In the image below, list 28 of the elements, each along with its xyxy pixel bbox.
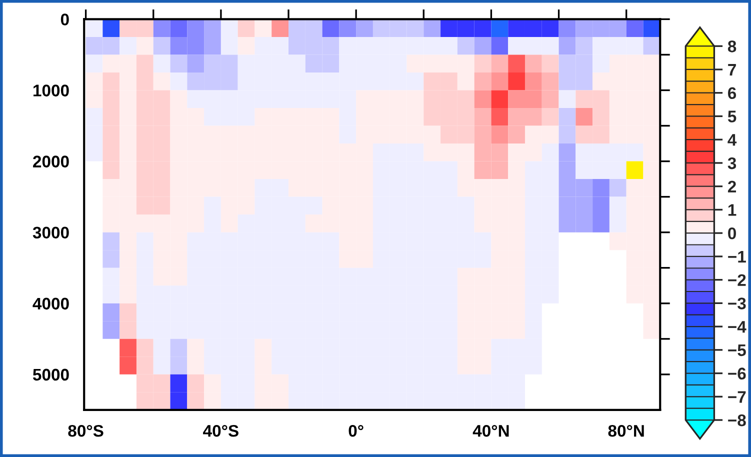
color-bar-label: −3 <box>728 298 746 310</box>
color-bar-label: 5 <box>728 110 736 122</box>
color-bar-label: 4 <box>728 134 737 146</box>
color-bar-label: 8 <box>728 40 736 52</box>
x-tick-label: 80°S <box>68 424 104 437</box>
x-tick-label: 40°N <box>472 424 509 437</box>
y-tick-label: 5000 <box>32 368 69 381</box>
x-tick-label: 40°S <box>203 424 238 437</box>
x-tick-label: 80°N <box>608 424 644 437</box>
x-tick-label: 0° <box>348 424 364 437</box>
color-bar-label: −4 <box>728 321 746 333</box>
y-tick-label: 3000 <box>32 226 69 239</box>
color-bar-label: −5 <box>728 344 746 356</box>
y-tick-label: 4000 <box>32 298 69 310</box>
color-bar-label: −6 <box>728 368 746 380</box>
y-tick-label: 2000 <box>33 156 69 168</box>
color-bar-label: −1 <box>728 251 746 262</box>
color-bar-label: 2 <box>728 180 736 192</box>
color-bar-label: −2 <box>728 274 746 286</box>
color-bar-label: 0 <box>728 227 736 240</box>
color-bar-label: 1 <box>728 204 736 216</box>
color-bar-label: −7 <box>728 391 746 403</box>
color-bar-label: 7 <box>728 64 736 76</box>
color-bar-label: 6 <box>728 87 736 100</box>
color-bar-label: −8 <box>728 414 746 426</box>
color-bar-label: 3 <box>728 157 736 170</box>
y-tick-label: 1000 <box>34 84 69 96</box>
y-tick-label: 0 <box>60 14 69 26</box>
